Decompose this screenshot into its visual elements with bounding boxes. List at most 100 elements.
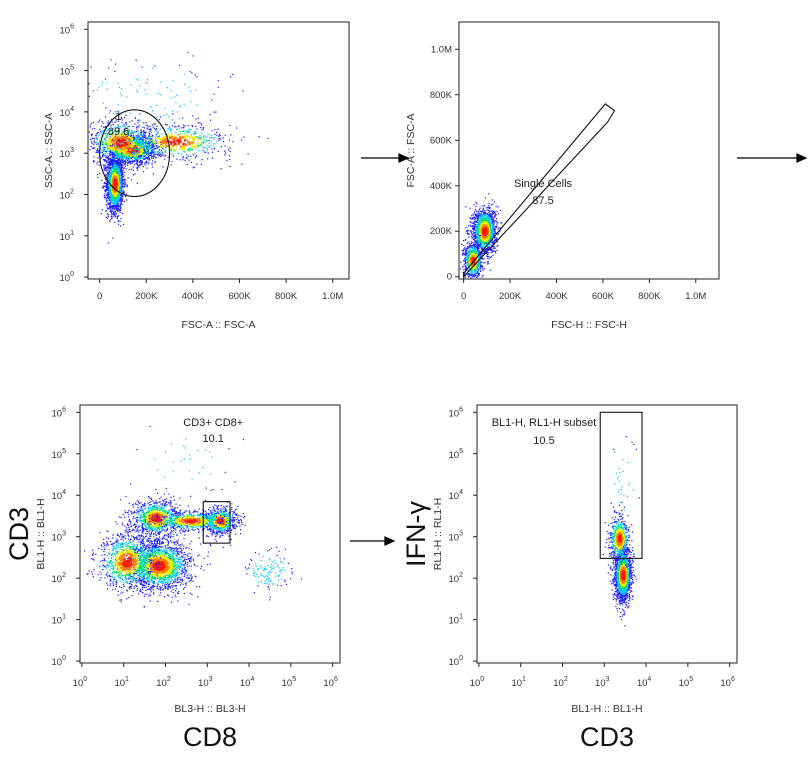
data-point (135, 163, 137, 165)
data-point (133, 164, 135, 166)
data-point (159, 154, 161, 156)
data-point (175, 131, 177, 133)
data-point (105, 140, 107, 142)
data-point (111, 144, 114, 146)
data-point (484, 249, 486, 251)
data-point (180, 133, 182, 135)
data-point (148, 144, 151, 146)
data-point (196, 136, 199, 138)
data-point (122, 146, 124, 148)
data-point (175, 144, 178, 147)
data-point (488, 203, 490, 205)
data-point (143, 137, 145, 139)
data-point (486, 207, 488, 209)
data-point (495, 239, 497, 241)
data-point (108, 195, 110, 197)
data-point (176, 140, 179, 143)
data-point (205, 135, 207, 137)
data-point (103, 151, 105, 153)
data-point (118, 159, 120, 161)
data-point (172, 148, 175, 151)
data-point (242, 90, 244, 92)
data-point (130, 131, 133, 134)
data-point (190, 145, 193, 148)
data-point (118, 127, 120, 129)
data-point (474, 226, 476, 228)
data-point (488, 256, 490, 258)
data-point (146, 82, 149, 84)
data-point (171, 148, 173, 151)
data-point (113, 112, 115, 114)
data-point (492, 254, 494, 256)
data-point (135, 144, 137, 146)
data-point (146, 142, 148, 144)
data-point (109, 184, 111, 187)
data-point (159, 81, 161, 83)
data-point (103, 138, 106, 140)
data-point (176, 137, 178, 140)
data-point (116, 153, 118, 155)
data-point (167, 128, 169, 130)
data-point (118, 158, 120, 160)
data-point (136, 146, 138, 148)
data-point (211, 99, 213, 101)
data-point (229, 158, 231, 160)
data-point (110, 192, 112, 195)
data-point (497, 222, 499, 224)
data-point (491, 214, 493, 216)
data-point (90, 141, 93, 143)
data-point (148, 159, 150, 161)
data-point (119, 199, 121, 201)
data-point (157, 146, 160, 148)
data-point (139, 133, 141, 135)
x-tick-label: 800K (275, 291, 298, 302)
data-point (489, 207, 491, 209)
data-point (106, 213, 108, 215)
data-point (152, 67, 154, 69)
data-point (121, 176, 123, 179)
data-point (99, 130, 102, 133)
data-point (123, 130, 125, 132)
data-point (150, 149, 153, 151)
data-point (116, 167, 118, 169)
data-point (121, 175, 123, 177)
data-point (182, 156, 184, 158)
data-point (121, 163, 123, 165)
data-point (139, 85, 141, 87)
data-point (117, 185, 120, 187)
data-point (112, 178, 115, 181)
data-point (473, 229, 475, 231)
data-point (111, 165, 113, 167)
data-point (145, 151, 147, 153)
data-point (144, 155, 146, 157)
data-point (88, 83, 90, 85)
data-point (110, 186, 112, 188)
data-point (124, 163, 126, 165)
data-point (104, 154, 106, 156)
data-point (123, 167, 125, 170)
data-point (170, 137, 173, 140)
data-point (144, 158, 146, 160)
data-point (481, 262, 483, 264)
data-point (154, 140, 156, 143)
data-point (111, 145, 113, 147)
data-point (109, 177, 111, 179)
data-point (120, 116, 122, 118)
data-point (108, 172, 111, 175)
data-point (160, 150, 163, 152)
data-point (114, 189, 117, 192)
data-point (468, 236, 470, 238)
data-point (207, 133, 209, 135)
data-point (118, 164, 120, 166)
data-point (155, 127, 158, 129)
data-point (106, 135, 108, 137)
data-point (123, 145, 126, 148)
data-point (145, 154, 147, 156)
data-point (138, 150, 141, 152)
data-point (114, 182, 117, 184)
data-point (118, 147, 120, 149)
data-point (102, 140, 104, 142)
data-point (119, 194, 121, 196)
data-point (243, 136, 245, 138)
data-point (121, 181, 123, 183)
